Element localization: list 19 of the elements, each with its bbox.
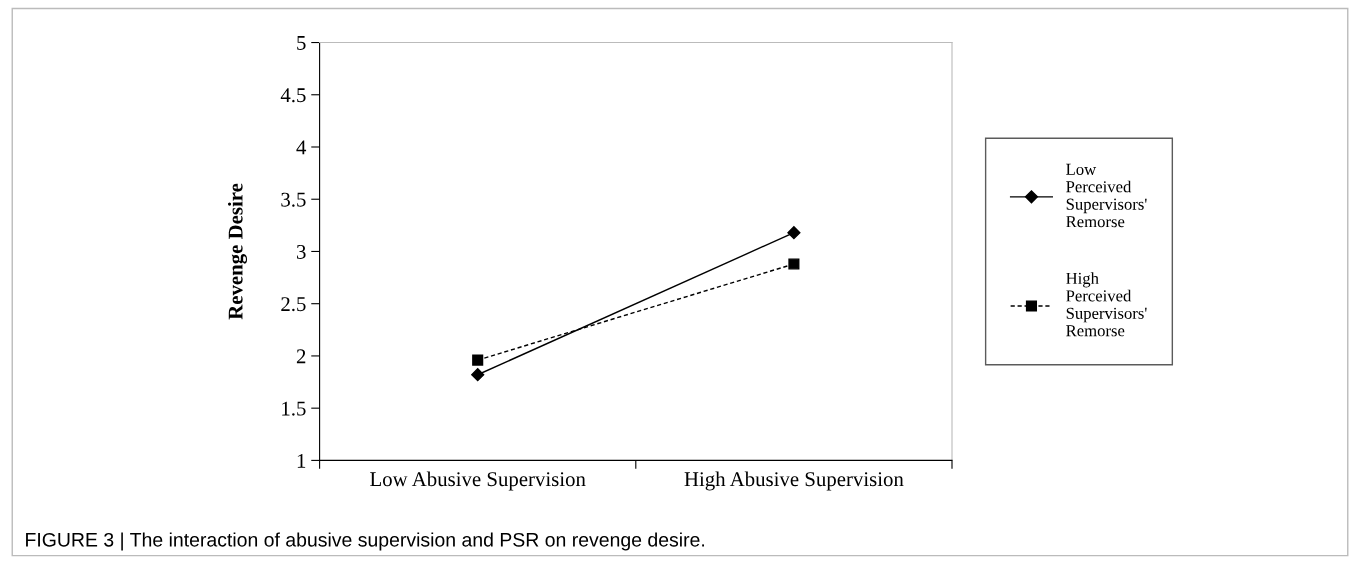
y-tick-label: 4.5 (280, 88, 306, 103)
y-tick-label: 5 (297, 36, 306, 50)
y-tick-label: 1.5 (282, 401, 306, 416)
point (787, 226, 801, 240)
point (472, 354, 484, 366)
legend-label: Low Perceived Supervisors' Remorse (1066, 163, 1147, 228)
legend-label: High Perceived Supervisors' Remorse (1066, 272, 1147, 337)
y-axis-title: Revenge Desire (227, 183, 248, 320)
x-tick-label: Low Abusive Supervision (370, 471, 586, 491)
point (788, 258, 800, 270)
x-tick-label: High Abusive Supervision (684, 471, 904, 491)
y-tick-label: 3.5 (281, 192, 306, 207)
y-tick-label: 2 (296, 349, 306, 364)
caption: FIGURE 3 | The interaction of abusive supervision and PSR on revenge desire. (26, 532, 704, 551)
y-tick-label: 4 (296, 140, 307, 155)
y-tick-label: 2.5 (281, 297, 306, 312)
y-tick-label: 1 (297, 453, 306, 468)
y-tick-label: 3 (296, 244, 306, 259)
point (471, 368, 485, 382)
